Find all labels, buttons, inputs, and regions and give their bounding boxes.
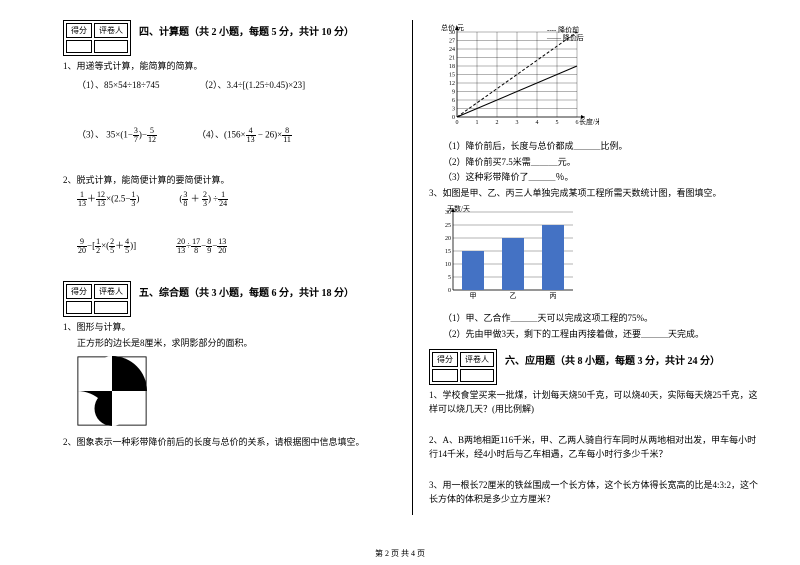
bq1: （1）甲、乙合作＿＿＿天可以完成这项工程的75%。: [443, 312, 762, 326]
s4-e3: 920−[12×(25＋45)]: [77, 238, 136, 255]
s6-q3: 3、用一根长72厘米的铁丝围成一个长方体，这个长方体得长宽高的比是4:3:2，这…: [429, 479, 762, 506]
svg-text:0: 0: [456, 120, 459, 126]
s4-q1b: （2）、3.4÷[(1.25÷0.45)×23]: [199, 78, 305, 91]
s4-q1c: （3）、 35×(1−37)−512: [77, 127, 157, 144]
svg-text:3: 3: [516, 120, 519, 126]
cq1: （1）降价前后，长度与总价都成＿＿＿比例。: [443, 140, 762, 154]
svg-text:0: 0: [452, 115, 455, 121]
svg-text:3: 3: [452, 107, 455, 113]
s4-e1: 113＋1213×(2.5−13): [77, 191, 139, 208]
s4-q1: 1、用递等式计算，能简算的简算。: [63, 60, 396, 74]
svg-text:乙: 乙: [510, 292, 517, 300]
svg-text:15: 15: [449, 73, 455, 79]
svg-text:18: 18: [449, 64, 455, 70]
svg-text:长度/米: 长度/米: [579, 117, 599, 126]
svg-text:12: 12: [449, 81, 455, 87]
cq3: （3）这种彩带降价了＿＿＿％。: [443, 171, 762, 185]
svg-text:24: 24: [449, 47, 455, 53]
s4-e4: 2013÷178−89−1320: [176, 238, 227, 255]
svg-text:0: 0: [448, 288, 451, 294]
line-chart: 0123456036912151821242730总价/元长度/米---- 降价…: [429, 22, 599, 132]
s4-q1d: （4）、(156×413 − 26)×811: [197, 127, 292, 144]
bq2: （2）先由甲做3天，剩下的工程由丙接着做，还要＿＿＿天完成。: [443, 328, 762, 342]
left-column: 得分评卷人 四、计算题（共 2 小题，每题 5 分，共计 10 分） 1、用递等…: [55, 20, 404, 515]
score-box-6: 得分评卷人: [429, 349, 497, 385]
svg-text:2: 2: [496, 120, 499, 126]
svg-text:25: 25: [445, 223, 451, 229]
bar-chart: 051015202530甲乙丙天数/天: [429, 204, 589, 304]
s5-q1sub: 正方形的边长是8厘米，求阴影部分的面积。: [77, 337, 396, 351]
svg-text:---- 降价前: ---- 降价前: [547, 25, 579, 34]
cq2: （2）降价前买7.5米需＿＿＿元。: [443, 156, 762, 170]
section6-title: 六、应用题（共 8 小题，每题 3 分，共计 24 分）: [505, 352, 720, 367]
svg-text:21: 21: [449, 56, 455, 62]
svg-text:15: 15: [445, 249, 451, 255]
s6-q1: 1、学校食堂买来一批煤，计划每天烧50千克，可以烧40天，实际每天烧25千克，这…: [429, 389, 762, 416]
svg-text:6: 6: [452, 98, 455, 104]
svg-text:总价/元: 总价/元: [441, 23, 464, 32]
page-footer: 第 2 页 共 4 页: [0, 548, 800, 559]
shape-figure: [77, 356, 147, 426]
s6-q2: 2、A、B两地相距116千米，甲、乙两人骑自行车同时从两地相对出发，甲车每小时行…: [429, 434, 762, 461]
s4-q1a: （1）、85×54÷18÷745: [77, 78, 159, 91]
section4-title: 四、计算题（共 2 小题，每题 5 分，共计 10 分）: [139, 23, 354, 38]
svg-text:5: 5: [448, 275, 451, 281]
svg-text:丙: 丙: [550, 292, 557, 300]
svg-text:10: 10: [445, 262, 451, 268]
svg-text:甲: 甲: [470, 292, 477, 300]
svg-text:4: 4: [536, 120, 539, 126]
s4-e2: (38 ＋ 23) ÷124: [179, 191, 228, 208]
section5-title: 五、综合题（共 3 小题，每题 6 分，共计 18 分）: [139, 284, 354, 299]
bar-intro: 3、如图是甲、乙、丙三人单独完成某项工程所需天数统计图，看图填空。: [429, 187, 762, 201]
s5-q2: 2、图象表示一种彩带降价前后的长度与总价的关系，请根据图中信息填空。: [63, 436, 396, 450]
s4-q2: 2、脱式计算，能简便计算的要简便计算。: [63, 174, 396, 188]
svg-text:27: 27: [449, 39, 455, 45]
svg-text:1: 1: [476, 120, 479, 126]
svg-text:—— 降价后: —— 降价后: [546, 33, 584, 42]
svg-text:9: 9: [452, 90, 455, 96]
column-divider: [412, 20, 413, 515]
s5-q1: 1、图形与计算。: [63, 321, 396, 335]
svg-text:20: 20: [445, 236, 451, 242]
score-box-5: 得分评卷人: [63, 281, 131, 317]
svg-text:5: 5: [556, 120, 559, 126]
svg-text:天数/天: 天数/天: [447, 204, 470, 213]
score-box: 得分评卷人: [63, 20, 131, 56]
right-column: 0123456036912151821242730总价/元长度/米---- 降价…: [421, 20, 770, 515]
